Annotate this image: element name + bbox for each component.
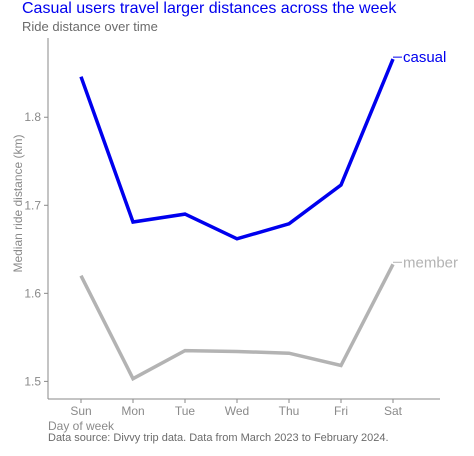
series-label-casual: casual bbox=[403, 49, 446, 66]
y-tick-label: 1.8 bbox=[24, 110, 41, 124]
x-tick-label: Wed bbox=[225, 404, 249, 418]
chart-series bbox=[79, 58, 395, 382]
x-tick-label: Mon bbox=[121, 404, 144, 418]
chart-title: Casual users travel larger distances acr… bbox=[22, 0, 397, 17]
y-tick-label: 1.7 bbox=[24, 198, 41, 212]
x-axis-title: Day of week bbox=[48, 419, 115, 433]
chart-ticks: 1.5 1.6 1.7 1.8 Sun Mon Tue Wed Thu Fri Sat bbox=[24, 110, 402, 418]
chart-subtitle: Ride distance over time bbox=[22, 19, 158, 34]
chart-caption: Data source: Divvy trip data. Data from … bbox=[48, 432, 389, 444]
series-label-member: member bbox=[403, 254, 458, 271]
y-axis-title: Median ride distance (km) bbox=[11, 134, 25, 272]
x-tick-label: Fri bbox=[334, 404, 348, 418]
x-tick-label: Sat bbox=[384, 404, 403, 418]
chart-axes bbox=[47, 38, 440, 400]
y-tick-label: 1.6 bbox=[24, 286, 41, 300]
chart-series-labels: casual member bbox=[393, 49, 458, 271]
x-tick-label: Tue bbox=[175, 404, 196, 418]
series-line-member bbox=[79, 263, 395, 382]
y-tick-label: 1.5 bbox=[24, 374, 41, 388]
x-tick-label: Sun bbox=[70, 404, 91, 418]
x-tick-label: Thu bbox=[279, 404, 300, 418]
series-line-casual bbox=[79, 58, 395, 241]
